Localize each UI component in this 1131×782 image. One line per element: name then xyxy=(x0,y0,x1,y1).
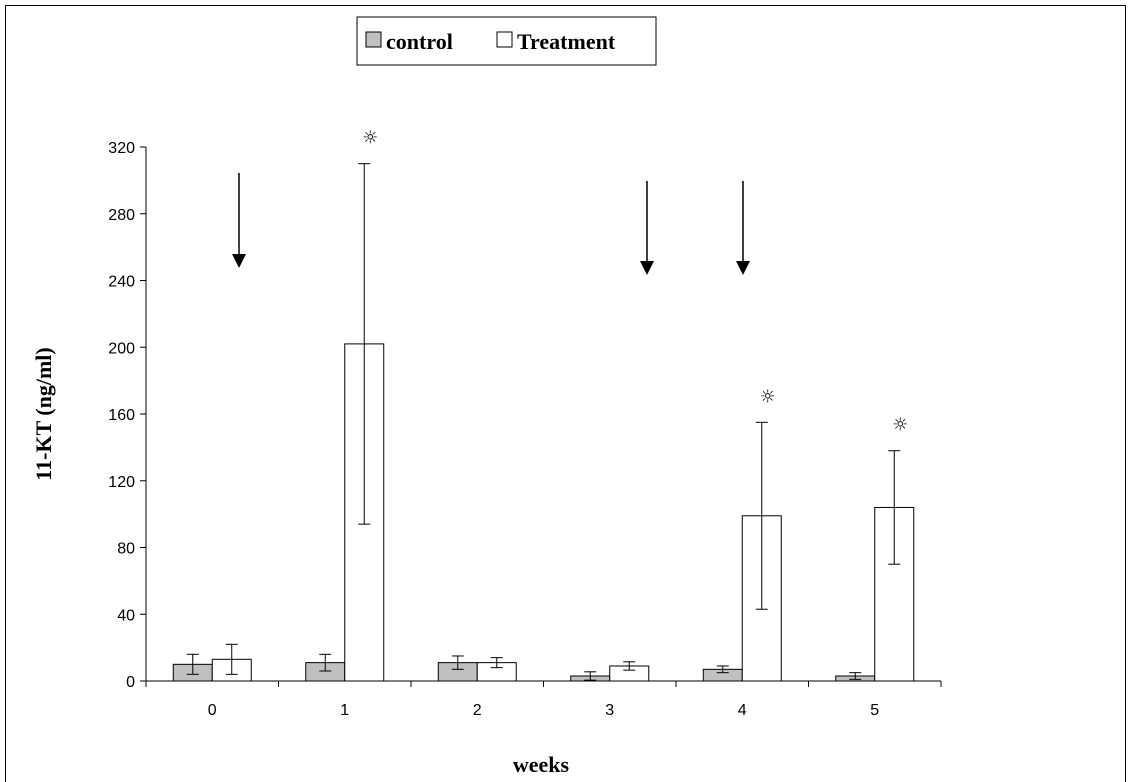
significance-star: ☼ xyxy=(892,415,908,436)
y-tick-label: 80 xyxy=(117,541,135,558)
legend-label-control: control xyxy=(386,29,453,54)
x-tick-label: 5 xyxy=(870,702,879,719)
x-tick-label: 4 xyxy=(738,702,747,719)
y-tick-label: 280 xyxy=(108,207,135,224)
x-axis-title: weeks xyxy=(513,752,570,777)
error-bar-treatment-week-4 xyxy=(755,421,768,610)
chart-frame xyxy=(5,5,1126,782)
error-bar-control-week-4 xyxy=(716,665,729,674)
error-bar-treatment-week-0 xyxy=(225,643,238,675)
y-tick-label: 160 xyxy=(108,407,135,424)
error-bar-control-week-3 xyxy=(584,671,597,681)
error-bar-control-week-5 xyxy=(849,672,862,680)
error-bar-control-week-2 xyxy=(451,655,464,670)
error-bar-treatment-week-2 xyxy=(490,657,503,669)
y-tick-label: 40 xyxy=(117,607,135,624)
legend-swatch-treatment xyxy=(496,31,513,48)
error-bar-treatment-week-1 xyxy=(358,163,371,525)
legend-swatch-control xyxy=(365,31,382,48)
error-bar-treatment-week-5 xyxy=(888,450,901,565)
error-bar-treatment-week-3 xyxy=(623,661,636,671)
treatment-arrow-week-0 xyxy=(232,173,246,268)
x-tick-label: 2 xyxy=(473,702,482,719)
error-bar-control-week-1 xyxy=(319,653,332,672)
x-tick-label: 0 xyxy=(208,702,217,719)
y-axis-title: 11-KT (ng/ml) xyxy=(31,347,56,480)
error-bars xyxy=(186,163,901,681)
y-tick-label: 200 xyxy=(108,340,135,357)
treatment-arrows xyxy=(232,173,750,275)
significance-star: ☼ xyxy=(362,128,378,149)
treatment-arrow-week-4 xyxy=(736,181,750,275)
legend: control Treatment xyxy=(356,16,657,66)
x-tick-label: 3 xyxy=(605,702,614,719)
significance-star: ☼ xyxy=(760,386,776,407)
bars xyxy=(172,343,915,682)
significance-markers: ☼ ☼ ☼ xyxy=(362,128,908,436)
y-tick-label: 0 xyxy=(126,674,135,691)
treatment-arrow-week-3 xyxy=(640,181,654,275)
y-tick-label: 120 xyxy=(108,474,135,491)
y-tick-label: 320 xyxy=(108,140,135,157)
x-tick-label: 1 xyxy=(340,702,349,719)
legend-label-treatment: Treatment xyxy=(517,29,616,54)
y-tick-label: 240 xyxy=(108,274,135,291)
error-bar-control-week-0 xyxy=(186,653,199,675)
y-ticks: 0 40 80 120 160 200 240 280 320 xyxy=(108,140,146,691)
x-ticks: 0 1 2 3 4 5 xyxy=(145,681,942,719)
